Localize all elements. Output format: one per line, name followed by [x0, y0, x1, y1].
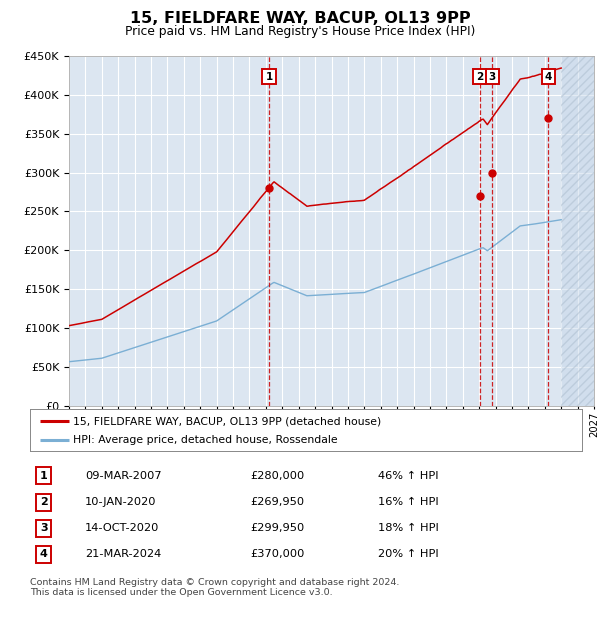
- Text: Price paid vs. HM Land Registry's House Price Index (HPI): Price paid vs. HM Land Registry's House …: [125, 25, 475, 38]
- Text: 18% ↑ HPI: 18% ↑ HPI: [378, 523, 439, 533]
- Text: 2: 2: [476, 71, 483, 82]
- Text: 09-MAR-2007: 09-MAR-2007: [85, 471, 162, 481]
- Text: 2: 2: [40, 497, 47, 507]
- Text: 4: 4: [545, 71, 552, 82]
- Text: 15, FIELDFARE WAY, BACUP, OL13 9PP: 15, FIELDFARE WAY, BACUP, OL13 9PP: [130, 11, 470, 26]
- Text: 21-MAR-2024: 21-MAR-2024: [85, 549, 161, 559]
- Text: 3: 3: [488, 71, 496, 82]
- Text: 10-JAN-2020: 10-JAN-2020: [85, 497, 157, 507]
- Text: 46% ↑ HPI: 46% ↑ HPI: [378, 471, 439, 481]
- Text: 3: 3: [40, 523, 47, 533]
- Text: 20% ↑ HPI: 20% ↑ HPI: [378, 549, 439, 559]
- Text: £370,000: £370,000: [251, 549, 305, 559]
- Text: HPI: Average price, detached house, Rossendale: HPI: Average price, detached house, Ross…: [73, 435, 338, 445]
- Text: 1: 1: [40, 471, 47, 481]
- Text: 15, FIELDFARE WAY, BACUP, OL13 9PP (detached house): 15, FIELDFARE WAY, BACUP, OL13 9PP (deta…: [73, 416, 382, 426]
- Text: £299,950: £299,950: [251, 523, 305, 533]
- Text: 14-OCT-2020: 14-OCT-2020: [85, 523, 160, 533]
- Text: £280,000: £280,000: [251, 471, 305, 481]
- Text: 1: 1: [265, 71, 272, 82]
- Text: 4: 4: [40, 549, 48, 559]
- Text: £269,950: £269,950: [251, 497, 305, 507]
- Bar: [561, 56, 594, 406]
- Text: Contains HM Land Registry data © Crown copyright and database right 2024.
This d: Contains HM Land Registry data © Crown c…: [30, 578, 400, 597]
- Text: 16% ↑ HPI: 16% ↑ HPI: [378, 497, 439, 507]
